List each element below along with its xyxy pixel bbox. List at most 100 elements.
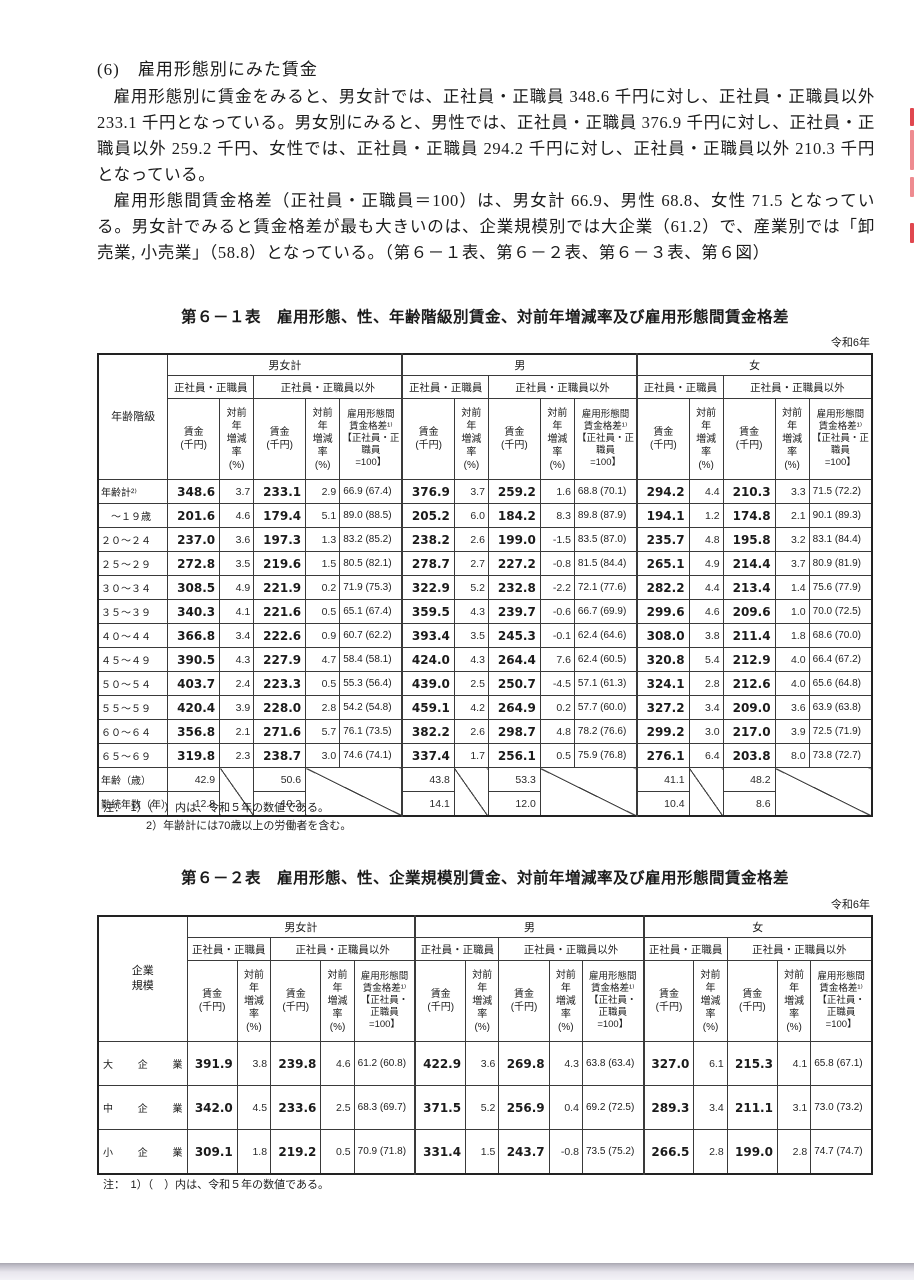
page-bottom-edge — [0, 1263, 914, 1280]
summary-value: 12.0 — [487, 791, 541, 817]
cell-yoy: 0.9 — [305, 623, 341, 648]
cell-yoy: 0.2 — [305, 575, 341, 600]
cell-yoy: 2.8 — [693, 1129, 728, 1175]
table-row: ３０～３４ 308.5 4.9 221.9 0.2 71.9 (75.3) 322.9 5.2… — [97, 575, 873, 600]
column-subgroup-header: 正社員・正職員 — [414, 937, 500, 961]
cell-wage: 245.3 — [487, 623, 541, 648]
cell-gap: 60.7 (62.2) — [339, 623, 403, 648]
cell-wage: 356.8 — [167, 719, 221, 744]
cell-wage: 256.9 — [498, 1085, 550, 1130]
row-label: 小 企 業 — [97, 1129, 188, 1175]
cell-wage: 201.6 — [167, 503, 221, 528]
summary-value: 41.1 — [636, 767, 690, 792]
edge-annotation-mark — [910, 108, 914, 126]
table-row: ６５～６９ 319.8 2.3 238.7 3.0 74.6 (74.1) 337.4 1.7… — [97, 743, 873, 768]
cell-wage: 420.4 — [167, 695, 221, 720]
column-subgroup-header: 正社員・正職員 — [167, 375, 255, 399]
cell-wage: 424.0 — [401, 647, 455, 672]
table-row: 中 企 業 342.0 4.5 233.6 2.5 68.3 (69.7) 371.5 5.2… — [97, 1085, 873, 1130]
cell-wage: 271.6 — [253, 719, 307, 744]
cell-wage: 233.1 — [253, 479, 307, 504]
column-subgroup-header: 正社員・正職員以外 — [726, 937, 873, 961]
cell-yoy: 2.8 — [776, 1129, 812, 1175]
diagonal-cell — [774, 767, 873, 817]
diagonal-cell — [453, 767, 489, 817]
cell-wage: 199.0 — [487, 527, 541, 552]
table-row: ５０～５４ 403.7 2.4 223.3 0.5 55.3 (56.4) 439.0 2.5… — [97, 671, 873, 696]
cell-yoy: 2.5 — [320, 1085, 355, 1130]
cell-yoy: 4.0 — [774, 671, 810, 696]
table-row: ５５～５９ 420.4 3.9 228.0 2.8 54.2 (54.8) 459.1 4.2… — [97, 695, 873, 720]
cell-yoy: -0.6 — [539, 599, 575, 624]
cell-yoy: -2.2 — [539, 575, 575, 600]
cell-wage: 308.5 — [167, 575, 221, 600]
column-header-wage: 賃金 (千円) — [186, 960, 238, 1042]
cell-gap: 68.3 (69.7) — [353, 1085, 416, 1130]
cell-gap: 65.8 (67.1) — [810, 1041, 873, 1086]
diagonal-cell — [219, 767, 255, 817]
column-header-yoy: 対前年 増減率 (%) — [688, 398, 724, 480]
row-label: 大 企 業 — [97, 1041, 188, 1086]
column-header-yoy: 対前年 増減率 (%) — [548, 960, 583, 1042]
cell-yoy: 3.2 — [774, 527, 810, 552]
cell-yoy: 4.6 — [688, 599, 724, 624]
cell-yoy: 1.8 — [774, 623, 810, 648]
cell-wage: 217.0 — [722, 719, 776, 744]
cell-wage: 348.6 — [167, 479, 221, 504]
summary-value: 12.8 — [167, 791, 221, 817]
cell-yoy: 2.5 — [453, 671, 489, 696]
cell-yoy: 4.8 — [539, 719, 575, 744]
row-label: ５０～５４ — [97, 671, 169, 696]
cell-wage: 327.2 — [636, 695, 690, 720]
table-row: ６０～６４ 356.8 2.1 271.6 5.7 76.1 (73.5) 382.2 2.6… — [97, 719, 873, 744]
paragraph: 雇用形態間賃金格差（正社員・正職員＝100）は、男女計 66.9、男性 68.8… — [97, 191, 875, 262]
cell-yoy: 1.4 — [774, 575, 810, 600]
cell-gap: 65.1 (67.4) — [339, 599, 403, 624]
cell-wage: 228.0 — [253, 695, 307, 720]
cell-wage: 209.0 — [722, 695, 776, 720]
column-group-header: 女 — [636, 353, 873, 376]
cell-wage: 266.5 — [642, 1129, 695, 1175]
cell-yoy: 0.5 — [539, 743, 575, 768]
row-label: ３５～３９ — [97, 599, 169, 624]
column-header-wage: 賃金 (千円) — [414, 960, 467, 1042]
cell-wage: 179.4 — [253, 503, 307, 528]
cell-gap: 70.0 (72.5) — [808, 599, 873, 624]
cell-wage: 232.8 — [487, 575, 541, 600]
summary-value: 53.3 — [487, 767, 541, 792]
cell-yoy: 8.3 — [539, 503, 575, 528]
column-header-yoy: 対前年 増減率 (%) — [453, 398, 489, 480]
cell-wage: 299.2 — [636, 719, 690, 744]
cell-wage: 371.5 — [414, 1085, 467, 1130]
cell-yoy: 1.0 — [774, 599, 810, 624]
cell-yoy: 4.3 — [453, 647, 489, 672]
table-6-2-wage-by-company-size: 企業 規模 男女計男女正社員・正職員 正社員・正職員以外 正社員・正職員 正社員・正職員… — [97, 915, 873, 1175]
cell-gap: 73.5 (75.2) — [581, 1129, 645, 1175]
column-header-yoy: 対前年 増減率 (%) — [219, 398, 255, 480]
table-row: ～１９歳 201.6 4.6 179.4 5.1 89.0 (88.5) 205.2 6.0 1… — [97, 503, 873, 528]
cell-yoy: 6.1 — [693, 1041, 728, 1086]
cell-wage: 214.4 — [722, 551, 776, 576]
cell-yoy: 2.1 — [774, 503, 810, 528]
cell-wage: 403.7 — [167, 671, 221, 696]
column-group-header: 男女計 — [167, 353, 403, 376]
cell-gap: 55.3 (56.4) — [339, 671, 403, 696]
cell-gap: 81.5 (84.4) — [573, 551, 638, 576]
cell-wage: 239.8 — [270, 1041, 322, 1086]
cell-yoy: 6.4 — [688, 743, 724, 768]
cell-wage: 223.3 — [253, 671, 307, 696]
edge-annotation-mark — [910, 130, 914, 170]
cell-wage: 359.5 — [401, 599, 455, 624]
cell-wage: 322.9 — [401, 575, 455, 600]
cell-yoy: 1.5 — [305, 551, 341, 576]
cell-wage: 221.9 — [253, 575, 307, 600]
cell-yoy: 3.0 — [305, 743, 341, 768]
row-label: ６０～６４ — [97, 719, 169, 744]
cell-gap: 71.9 (75.3) — [339, 575, 403, 600]
summary-row: 年齢（歳） 42.9 50.6 43.8 53.3 41.1 48.2 — [97, 767, 873, 817]
cell-wage: 439.0 — [401, 671, 455, 696]
table-6-1-title: 第６－１表 雇用形態、性、年齢階級別賃金、対前年増減率及び雇用形態間賃金格差 — [180, 309, 789, 326]
diagonal-cell — [305, 767, 403, 817]
column-header-wage: 賃金 (千円) — [487, 398, 541, 480]
